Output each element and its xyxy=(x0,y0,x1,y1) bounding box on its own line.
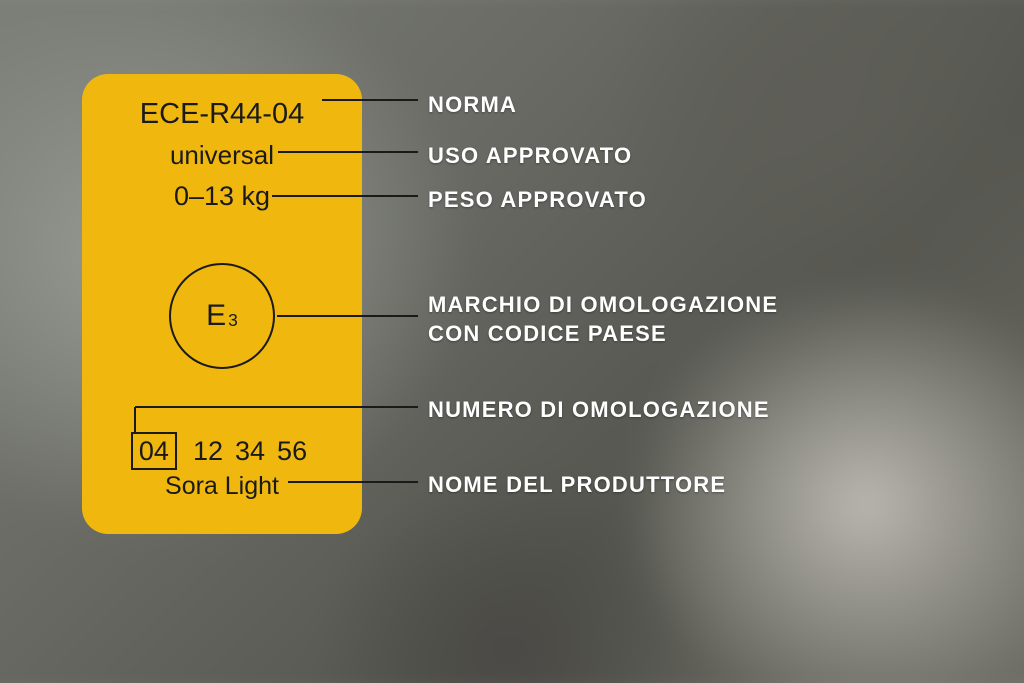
callout-numero: NUMERO DI OMOLOGAZIONE xyxy=(428,395,770,424)
label-weight-range: 0–13 kg xyxy=(82,181,362,212)
callout-uso: USO APPROVATO xyxy=(428,141,632,170)
approval-number-row: 04 12 34 56 xyxy=(82,432,362,470)
label-use-category: universal xyxy=(82,140,362,171)
label-standard: ECE-R44-04 xyxy=(82,98,362,131)
e-mark-circle: E 3 xyxy=(169,263,275,369)
approval-number-group: 56 xyxy=(277,436,307,467)
label-manufacturer: Sora Light xyxy=(82,472,362,501)
diagram-stage: ECE-R44-04 universal 0–13 kg E 3 04 12 3… xyxy=(0,0,1024,683)
e-mark-letter: E xyxy=(206,299,226,333)
approval-label-card: ECE-R44-04 universal 0–13 kg E 3 04 12 3… xyxy=(82,74,362,534)
approval-number-prefix-box: 04 xyxy=(131,432,177,470)
callout-peso: PESO APPROVATO xyxy=(428,185,647,214)
e-mark-country-code: 3 xyxy=(228,310,238,331)
approval-number-group: 12 xyxy=(193,436,223,467)
approval-number-group: 34 xyxy=(235,436,265,467)
callout-norma: NORMA xyxy=(428,90,517,119)
callout-marchio: MARCHIO DI OMOLOGAZIONE CON CODICE PAESE xyxy=(428,290,778,348)
callout-nome: NOME DEL PRODUTTORE xyxy=(428,470,726,499)
